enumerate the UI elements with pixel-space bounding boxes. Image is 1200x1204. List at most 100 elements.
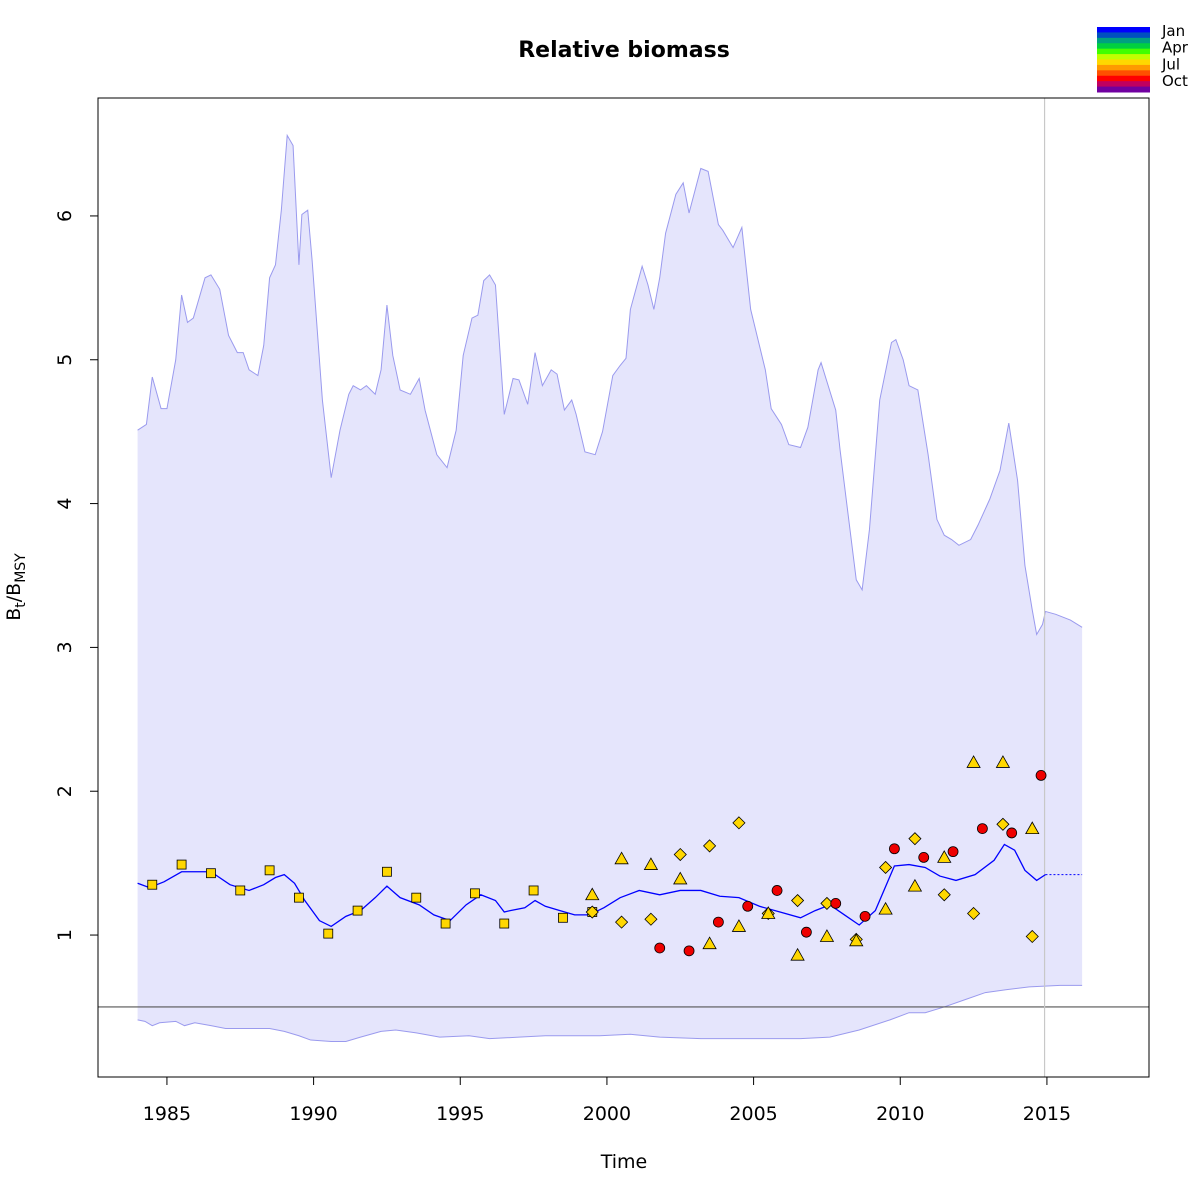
- point-square: [528, 885, 539, 896]
- point-triangle: [907, 878, 923, 892]
- colorbar-swatch: [1097, 43, 1150, 50]
- point-triangle: [702, 936, 717, 950]
- point-square: [176, 859, 187, 870]
- x-tick-label: 2015: [1023, 1103, 1071, 1125]
- point-triangle: [1025, 821, 1040, 835]
- point-square: [206, 868, 216, 879]
- colorbar-swatch: [1097, 75, 1150, 82]
- plot-frame: [97, 97, 1150, 1078]
- colorbar-swatch: [1097, 64, 1150, 71]
- point-circle: [976, 823, 988, 835]
- point-circle: [800, 926, 812, 938]
- colorbar-swatch: [1097, 27, 1150, 33]
- colorbar-swatch: [1097, 86, 1150, 93]
- point-diamond: [644, 912, 658, 926]
- colorbar-swatch: [1097, 59, 1150, 66]
- colorbar-swatch: [1097, 32, 1150, 39]
- point-triangle: [937, 850, 952, 863]
- x-axis-label: Time: [600, 1151, 648, 1173]
- point-square: [264, 865, 275, 876]
- y-axis-label-part: MSY: [13, 553, 29, 583]
- y-axis-label: Bt/BMSY: [3, 553, 29, 621]
- point-circle: [859, 910, 871, 922]
- point-diamond: [1025, 929, 1039, 944]
- band-lower-edge: [137, 984, 1083, 1042]
- point-circle: [830, 898, 842, 909]
- y-tick-label: 2: [54, 785, 76, 797]
- point-triangle: [585, 887, 600, 901]
- x-tick-label: 2000: [583, 1103, 631, 1125]
- point-diamond: [791, 893, 805, 908]
- point-circle: [947, 846, 959, 858]
- chart-title: Relative biomass: [518, 38, 730, 63]
- point-square: [499, 918, 510, 929]
- colorbar-swatch: [1097, 48, 1150, 55]
- point-square: [558, 912, 568, 923]
- point-circle: [1006, 827, 1018, 839]
- point-triangle: [819, 929, 835, 942]
- point-diamond: [673, 847, 687, 862]
- point-circle: [918, 851, 930, 863]
- point-triangle: [673, 871, 688, 885]
- x-tick-label: 2010: [876, 1103, 924, 1125]
- point-triangle: [849, 933, 864, 947]
- point-square: [382, 866, 392, 877]
- colorbar-label: Jan: [1161, 22, 1185, 40]
- point-circle: [742, 900, 754, 912]
- x-tick-label: 2005: [729, 1103, 777, 1125]
- y-axis-label-part: B: [3, 608, 25, 621]
- point-diamond: [615, 915, 629, 929]
- colorbar-swatch: [1097, 81, 1150, 88]
- confidence-band: [137, 135, 1083, 1042]
- point-square: [470, 888, 480, 899]
- y-tick-label: 4: [54, 498, 76, 510]
- y-tick-label: 6: [54, 210, 76, 222]
- colorbar-label: Oct: [1162, 72, 1188, 90]
- point-square: [352, 905, 363, 916]
- point-triangle: [643, 857, 659, 870]
- point-diamond: [732, 816, 746, 830]
- point-triangle: [731, 919, 747, 932]
- point-diamond: [908, 832, 922, 846]
- point-diamond: [703, 839, 717, 853]
- point-circle: [683, 945, 695, 957]
- point-diamond: [967, 906, 981, 921]
- point-square: [294, 892, 304, 903]
- point-circle: [771, 885, 783, 896]
- point-circle: [888, 843, 900, 855]
- point-circle: [712, 916, 724, 928]
- y-tick-label: 3: [54, 641, 76, 653]
- colorbar-swatch: [1097, 37, 1150, 44]
- point-square: [235, 885, 246, 896]
- point-triangle: [790, 947, 805, 961]
- y-tick-label: 1: [54, 929, 76, 941]
- point-circle: [654, 942, 666, 954]
- point-triangle: [995, 755, 1011, 768]
- point-diamond: [879, 860, 893, 875]
- colorbar-swatch: [1097, 54, 1150, 60]
- point-square: [323, 928, 334, 939]
- point-triangle: [761, 906, 776, 919]
- y-axis-label-part: /B: [3, 583, 25, 602]
- point-diamond: [585, 905, 599, 919]
- colorbar-label: Apr: [1162, 39, 1189, 57]
- colorbar-label: Jul: [1161, 55, 1180, 73]
- point-triangle: [878, 901, 893, 915]
- point-triangle: [614, 851, 629, 865]
- point-square: [147, 879, 158, 890]
- point-triangle: [966, 755, 981, 768]
- band-upper-edge: [137, 133, 1083, 636]
- point-square: [411, 892, 422, 903]
- x-tick-label: 1995: [436, 1103, 484, 1125]
- median-line: [137, 843, 1046, 928]
- colorbar-swatch: [1097, 70, 1150, 77]
- y-axis-label-part: t: [13, 602, 29, 608]
- point-circle: [1035, 770, 1047, 781]
- y-tick-label: 5: [54, 354, 76, 366]
- point-square: [440, 918, 451, 929]
- x-tick-label: 1990: [289, 1103, 337, 1125]
- x-tick-label: 1985: [143, 1103, 191, 1125]
- point-diamond: [937, 888, 951, 902]
